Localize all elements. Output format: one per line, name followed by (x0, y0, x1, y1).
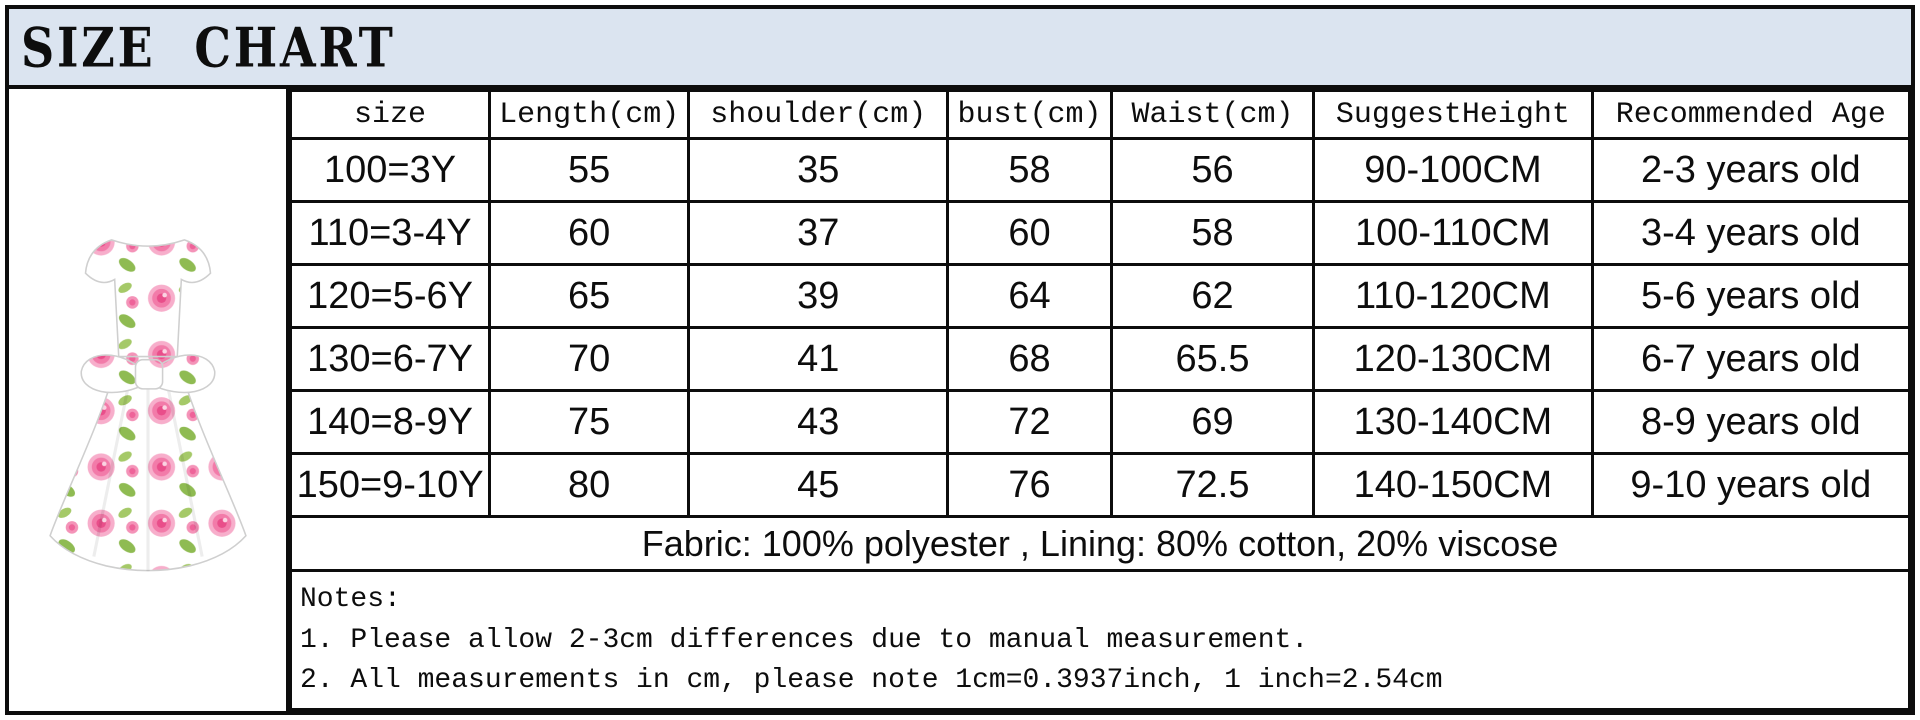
col-header-waist: Waist(cm) (1109, 89, 1316, 140)
cell-bust: 76 (946, 452, 1113, 518)
col-header-size: size (288, 89, 492, 140)
page-title: SIZE CHART (21, 15, 396, 79)
cell-age: 2-3 years old (1590, 137, 1912, 203)
cell-age: 5-6 years old (1590, 263, 1912, 329)
cell-height: 120-130CM (1312, 326, 1594, 392)
cell-waist: 72.5 (1109, 452, 1316, 518)
notes-row: Notes: 1. Please allow 2-3cm differences… (289, 569, 1911, 711)
cell-age: 8-9 years old (1590, 389, 1912, 455)
col-header-recommended-age: Recommended Age (1590, 89, 1912, 140)
table-row: 110=3-4Y 60 37 60 58 100-110CM 3-4 years… (288, 200, 1912, 266)
table-row: 140=8-9Y 75 43 72 69 130-140CM 8-9 years… (288, 389, 1912, 455)
note-line: 1. Please allow 2-3cm differences due to… (300, 624, 1309, 656)
floral-dress-image (48, 239, 247, 572)
table-row: 130=6-7Y 70 41 68 65.5 120-130CM 6-7 yea… (288, 326, 1912, 392)
table-row: 120=5-6Y 65 39 64 62 110-120CM 5-6 years… (288, 263, 1912, 329)
cell-waist: 69 (1109, 389, 1316, 455)
title-band: SIZE CHART (9, 9, 1911, 89)
cell-length: 80 (488, 452, 691, 518)
cell-length: 55 (488, 137, 691, 203)
cell-age: 6-7 years old (1590, 326, 1912, 392)
cell-size: 100=3Y (288, 137, 492, 203)
cell-height: 90-100CM (1312, 137, 1594, 203)
cell-shoulder: 43 (687, 389, 950, 455)
header-row: size Length(cm) shoulder(cm) bust(cm) Wa… (288, 89, 1912, 140)
note-line: 2. All measurements in cm, please note 1… (300, 665, 1443, 697)
cell-length: 60 (488, 200, 691, 266)
cell-shoulder: 35 (687, 137, 950, 203)
cell-shoulder: 41 (687, 326, 950, 392)
fabric-note: Fabric: 100% polyester , Lining: 80% cot… (289, 515, 1911, 572)
notes-cell: Notes: 1. Please allow 2-3cm differences… (289, 569, 1911, 711)
cell-bust: 58 (946, 137, 1113, 203)
cell-bust: 72 (946, 389, 1113, 455)
cell-bust: 60 (946, 200, 1113, 266)
cell-length: 75 (488, 389, 691, 455)
size-table: size Length(cm) shoulder(cm) bust(cm) Wa… (288, 89, 1912, 711)
col-header-bust: bust(cm) (946, 89, 1113, 140)
product-photo-cell (9, 89, 289, 711)
col-header-suggest-height: SuggestHeight (1312, 89, 1594, 140)
cell-shoulder: 37 (687, 200, 950, 266)
cell-waist: 56 (1109, 137, 1316, 203)
cell-size: 130=6-7Y (288, 326, 492, 392)
cell-size: 120=5-6Y (288, 263, 492, 329)
cell-height: 110-120CM (1312, 263, 1594, 329)
col-header-shoulder: shoulder(cm) (687, 89, 950, 140)
cell-bust: 64 (946, 263, 1113, 329)
cell-length: 70 (488, 326, 691, 392)
cell-waist: 58 (1109, 200, 1316, 266)
chart-body: size Length(cm) shoulder(cm) bust(cm) Wa… (9, 89, 1912, 711)
cell-shoulder: 45 (687, 452, 950, 518)
cell-waist: 62 (1109, 263, 1316, 329)
fabric-row: Fabric: 100% polyester , Lining: 80% cot… (289, 515, 1911, 572)
col-header-length: Length(cm) (488, 89, 691, 140)
table-row: 100=3Y 55 35 58 56 90-100CM 2-3 years ol… (288, 137, 1912, 203)
cell-bust: 68 (946, 326, 1113, 392)
cell-age: 9-10 years old (1590, 452, 1912, 518)
cell-height: 100-110CM (1312, 200, 1594, 266)
cell-age: 3-4 years old (1590, 200, 1912, 266)
cell-length: 65 (488, 263, 691, 329)
cell-height: 130-140CM (1312, 389, 1594, 455)
size-chart-sheet: SIZE CHART (5, 5, 1915, 715)
cell-size: 110=3-4Y (288, 200, 492, 266)
notes-title: Notes: (300, 584, 401, 615)
table-row: 150=9-10Y 80 45 76 72.5 140-150CM 9-10 y… (288, 452, 1912, 518)
cell-size: 150=9-10Y (288, 452, 492, 518)
cell-size: 140=8-9Y (288, 389, 492, 455)
cell-waist: 65.5 (1109, 326, 1316, 392)
cell-height: 140-150CM (1312, 452, 1594, 518)
cell-shoulder: 39 (687, 263, 950, 329)
